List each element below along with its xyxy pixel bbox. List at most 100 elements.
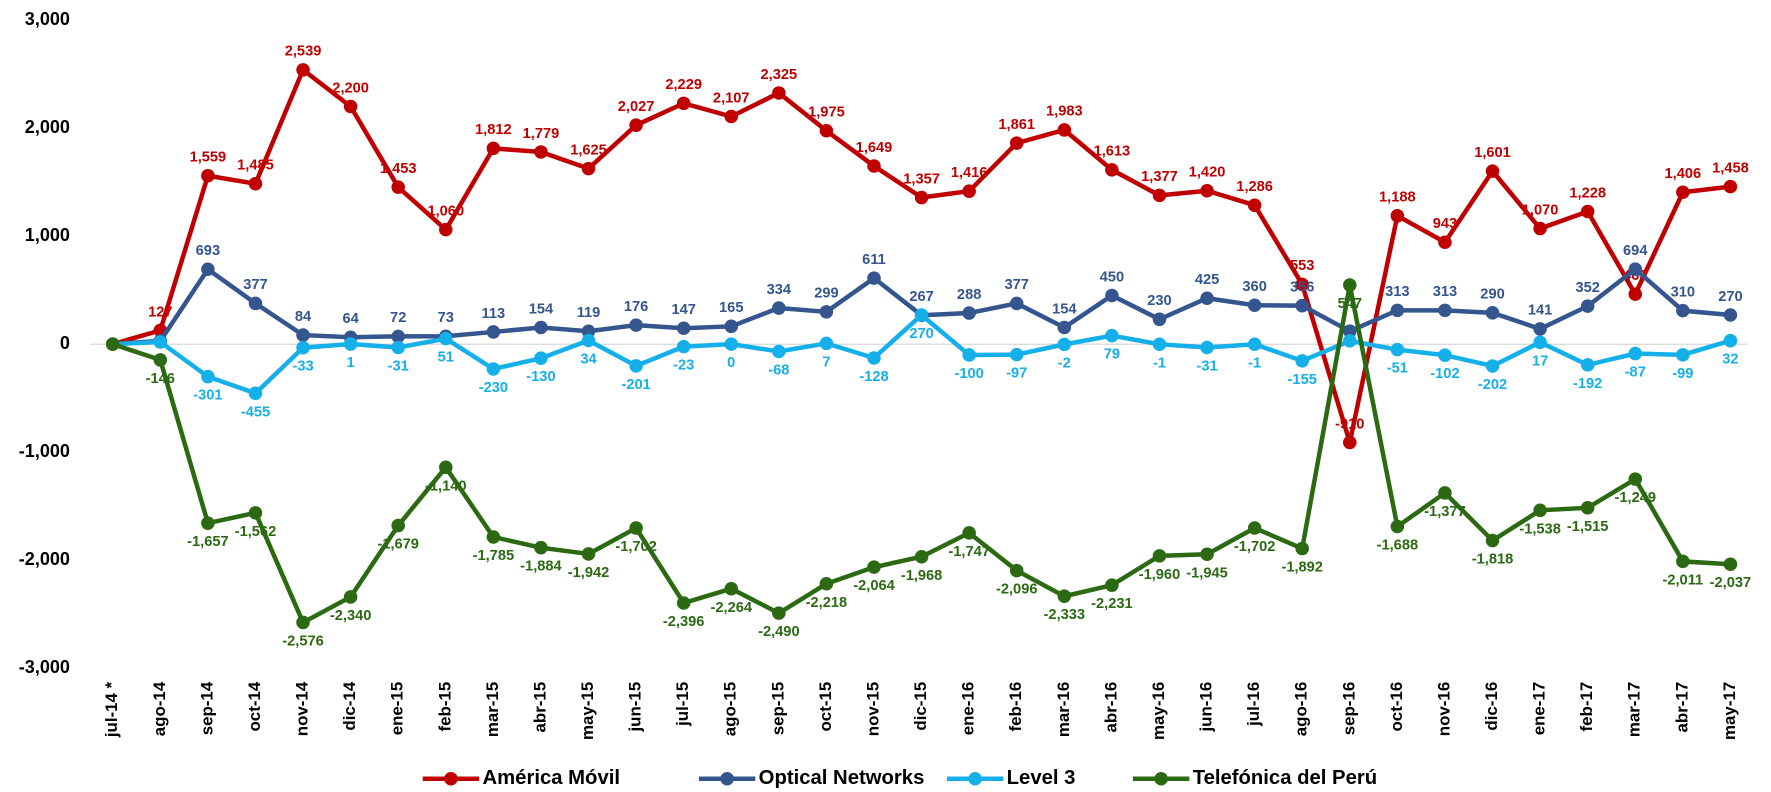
data-label: 1,779 — [523, 126, 560, 142]
x-tick-label: may-17 — [1720, 682, 1739, 740]
point — [201, 516, 215, 530]
point — [439, 460, 453, 475]
point — [629, 118, 643, 132]
point — [1105, 578, 1119, 592]
data-label: 1,406 — [1665, 166, 1702, 182]
data-label: -1,945 — [1186, 565, 1228, 581]
point — [1009, 563, 1024, 578]
data-label: 7 — [822, 354, 830, 370]
data-label: 1,485 — [237, 158, 274, 174]
y-tick-label: -3,000 — [19, 657, 70, 677]
point — [629, 318, 643, 332]
data-label: 270 — [1718, 289, 1742, 305]
x-tick-label: feb-17 — [1577, 682, 1596, 732]
point — [629, 521, 643, 535]
data-label: 165 — [719, 300, 743, 316]
point — [914, 308, 929, 322]
point — [201, 369, 215, 384]
point — [724, 319, 739, 334]
data-label: 230 — [1147, 293, 1171, 309]
data-label: 1,357 — [903, 171, 940, 187]
data-label: 288 — [957, 287, 981, 303]
data-label: 310 — [1671, 284, 1695, 300]
point — [248, 176, 263, 191]
point — [867, 271, 881, 285]
point — [676, 339, 691, 354]
point — [248, 296, 263, 311]
data-label: -2,340 — [330, 608, 372, 624]
data-label: -301 — [193, 388, 222, 404]
data-label: 1,420 — [1189, 165, 1226, 181]
data-label: 450 — [1100, 269, 1124, 285]
point — [1485, 306, 1500, 320]
data-label: -31 — [388, 359, 409, 375]
x-tick-label: mar-17 — [1625, 682, 1644, 737]
point — [1676, 554, 1690, 569]
point — [1343, 435, 1357, 450]
point — [1295, 277, 1309, 292]
data-label: 352 — [1575, 280, 1599, 296]
data-label: 2,027 — [618, 99, 655, 115]
point — [1390, 519, 1405, 534]
y-tick-label: -1,000 — [19, 441, 70, 461]
point — [1295, 354, 1309, 368]
data-label: -192 — [1573, 376, 1602, 392]
data-label: 79 — [1104, 347, 1120, 363]
data-label: 1,070 — [1522, 202, 1559, 218]
data-label: -2 — [1058, 355, 1071, 371]
data-label: -1,702 — [615, 539, 657, 555]
point — [1295, 541, 1309, 556]
data-label: 1,601 — [1474, 145, 1511, 161]
data-label: -1,968 — [901, 568, 943, 584]
point — [724, 581, 739, 596]
data-label: 1,416 — [951, 165, 988, 181]
point — [343, 590, 358, 604]
point — [772, 606, 786, 620]
point — [439, 222, 453, 237]
data-label: -99 — [1672, 366, 1693, 382]
point — [1485, 533, 1500, 548]
x-tick-label: oct-16 — [1387, 682, 1406, 732]
point — [1580, 204, 1595, 219]
point — [1295, 298, 1309, 313]
x-tick-label: mar-15 — [483, 682, 502, 737]
x-tick-label: jun-16 — [1197, 682, 1216, 733]
point — [391, 340, 405, 355]
data-label: 1,983 — [1046, 104, 1083, 120]
point — [1343, 278, 1357, 292]
data-label: -1 — [1153, 355, 1166, 371]
point — [962, 184, 976, 198]
data-label: 64 — [342, 311, 359, 327]
data-label: 553 — [1290, 258, 1314, 274]
data-label: 693 — [196, 243, 220, 259]
point — [772, 86, 786, 100]
data-label: -1,515 — [1567, 519, 1609, 535]
data-label: -1,747 — [948, 544, 990, 560]
x-tick-label: nov-15 — [863, 682, 882, 736]
data-label: -1,562 — [235, 524, 277, 540]
point — [1247, 298, 1262, 313]
x-tick-label: ago-16 — [1292, 682, 1311, 736]
legend-label: Telefónica del Perú — [1193, 767, 1377, 789]
data-label: -2,576 — [282, 633, 324, 649]
data-label: 154 — [1052, 301, 1077, 317]
data-label: 1,188 — [1379, 190, 1416, 206]
data-label: -97 — [1006, 366, 1027, 382]
data-label: 0 — [727, 355, 735, 371]
y-tick-label: -2,000 — [19, 549, 70, 569]
point — [819, 124, 834, 138]
data-label: 154 — [529, 301, 554, 317]
data-label: 176 — [624, 299, 648, 315]
x-tick-label: may-15 — [578, 682, 597, 740]
x-tick-label: jul-16 — [1244, 682, 1263, 727]
point — [248, 386, 263, 401]
legend-marker — [1154, 771, 1168, 786]
data-label: 1,559 — [190, 150, 227, 166]
x-tick-label: ene-16 — [959, 682, 978, 736]
data-label: 32 — [1722, 352, 1738, 368]
point — [962, 306, 976, 320]
data-label: -2,037 — [1710, 575, 1752, 591]
x-tick-label: ago-15 — [721, 682, 740, 736]
data-label: -146 — [146, 371, 175, 387]
